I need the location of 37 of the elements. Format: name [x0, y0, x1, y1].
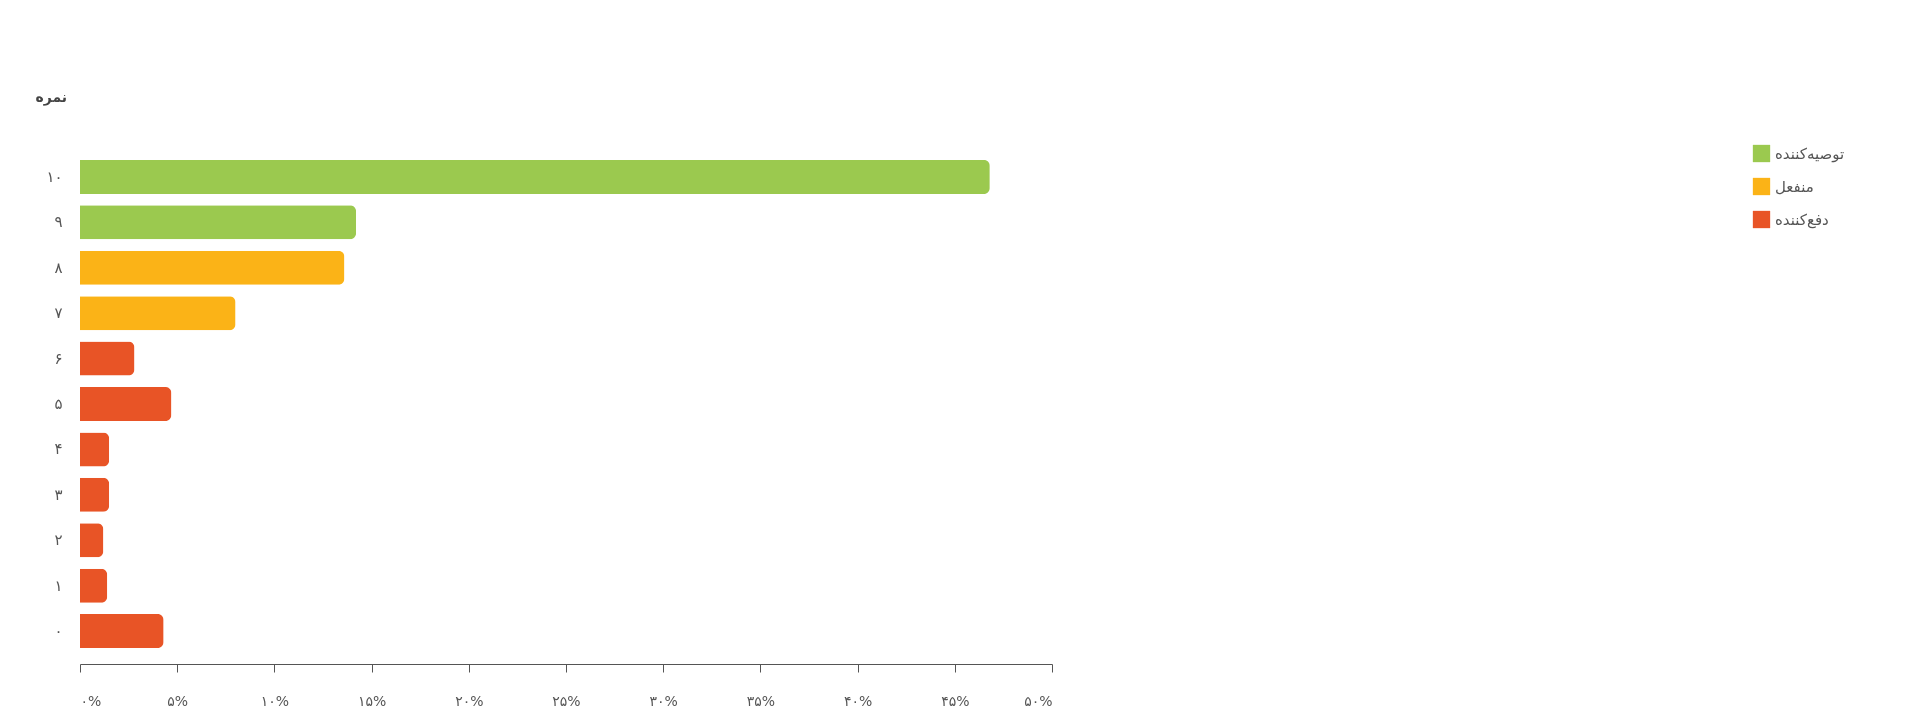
bar	[80, 523, 104, 558]
bar	[80, 205, 357, 240]
x-tick-label: ۵۰%	[1024, 692, 1053, 709]
bar	[80, 341, 135, 376]
x-tick-label: ۲۰%	[455, 692, 484, 709]
y-tick-label: ۳	[54, 485, 63, 504]
bar	[80, 477, 110, 512]
x-tick-label: ۳۰%	[649, 692, 678, 709]
y-tick-label: ۴	[54, 440, 63, 459]
legend-label: دفع‌کننده	[1775, 210, 1829, 229]
y-tick-label: ۶	[54, 349, 63, 368]
bar	[80, 432, 110, 467]
bar	[80, 296, 236, 331]
y-tick-label: ۷	[54, 304, 63, 323]
legend-label: توصیه‌کننده	[1775, 144, 1845, 163]
x-tick-label: ۱۰%	[260, 692, 290, 709]
bar	[80, 614, 164, 649]
bar	[80, 568, 108, 603]
y-tick-label: ۲	[54, 531, 63, 550]
x-tick-label: ۵%	[167, 692, 189, 709]
x-tick-label: ۰%	[80, 692, 102, 709]
x-tick-label: ۴۰%	[843, 692, 873, 709]
y-axis-title: نمره	[35, 88, 68, 106]
x-tick-label: ۲۵%	[552, 692, 581, 709]
y-tick-label: ۱	[54, 576, 63, 595]
y-tick-label: ۵	[54, 395, 63, 413]
y-tick-label: ۰	[54, 622, 63, 641]
x-tick-label: ۴۵%	[941, 692, 970, 709]
bar	[80, 159, 990, 194]
x-tick-label: ۳۵%	[746, 692, 776, 709]
legend-label: منفعل	[1775, 177, 1814, 196]
y-tick-label: ۸	[54, 258, 63, 277]
bar	[80, 386, 172, 422]
y-tick-label: ۱۰	[46, 167, 63, 186]
y-tick-label: ۹	[54, 213, 63, 232]
x-tick-label: ۱۵%	[357, 692, 387, 709]
bar	[80, 250, 345, 285]
